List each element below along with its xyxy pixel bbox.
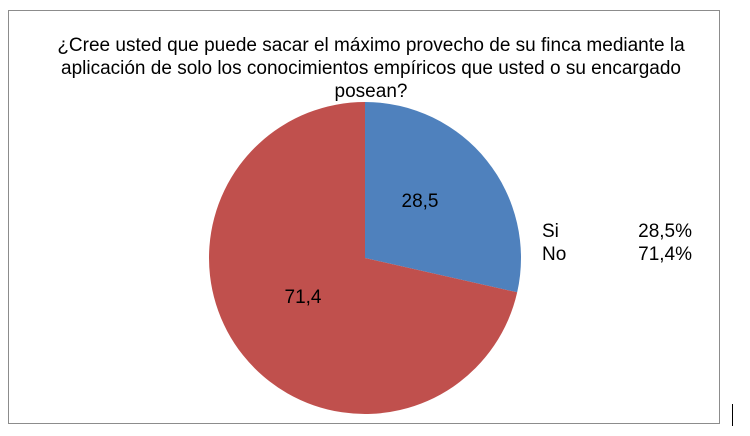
legend-value-si: 28,5% — [638, 221, 692, 242]
data-label-si: 28,5 — [402, 191, 439, 212]
legend-item-no: No 71,4% — [542, 243, 692, 266]
text-cursor — [732, 404, 733, 426]
legend: Si 28,5% No 71,4% — [542, 220, 692, 266]
legend-label-si: Si — [542, 221, 559, 242]
legend-value-no: 71,4% — [638, 244, 692, 265]
legend-label-no: No — [542, 244, 567, 265]
chart-title: ¿Cree usted que puede sacar el máximo pr… — [57, 35, 685, 102]
pie-slice-si — [365, 102, 521, 293]
legend-item-si: Si 28,5% — [542, 220, 692, 243]
data-label-no: 71,4 — [285, 287, 322, 308]
pie-slice-no — [209, 102, 518, 414]
